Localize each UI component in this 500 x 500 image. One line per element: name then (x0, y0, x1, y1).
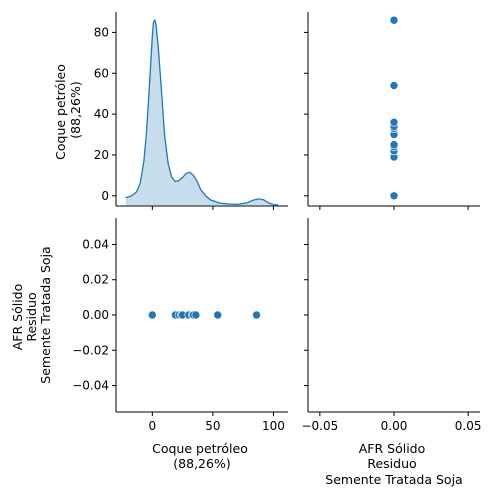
y-tick-label: −0.02 (72, 343, 109, 357)
scatter-point (389, 15, 399, 25)
y-tick-label: 0.02 (82, 273, 109, 287)
y-tick-label: 0.00 (82, 308, 109, 322)
y-axis-label-bottom-line-3: Semente Tratada Soja (38, 246, 53, 383)
scatter-point (148, 310, 157, 320)
scatter-point (389, 140, 399, 149)
scatter-point (389, 81, 399, 90)
y-tick-label: 0 (101, 189, 109, 203)
y-tick-label: 40 (94, 107, 109, 121)
x-tick-label: 0.00 (381, 419, 408, 433)
scatter-point (389, 191, 399, 201)
x-axis-label-right-line-3: Semente Tratada Soja (325, 472, 462, 487)
panel-kde-coque: 0 20 40 60 80 (94, 12, 288, 210)
x-tick-label: −0.05 (301, 419, 338, 433)
scatter-point (191, 310, 201, 320)
x-axis-label-left-line-1: Coque petróleo (152, 441, 248, 456)
y-tick-label: 20 (94, 148, 109, 162)
scatter-point (213, 310, 222, 320)
y-tick-label: 80 (94, 25, 109, 39)
kde-area (125, 20, 279, 207)
x-tick-label: 100 (262, 419, 285, 433)
x-tick-label: 0.05 (455, 419, 482, 433)
scatter-point (389, 118, 399, 127)
x-axis-label-right-line-2: Residuo (367, 456, 416, 471)
y-axis-label-top: Coque petróleo (88,26%) (53, 60, 83, 160)
x-axis-label-left: Coque petróleo (88,26%) (152, 441, 252, 471)
scatter-point (252, 310, 261, 320)
y-axis-label-bottom: AFR Sólido Residuo Semente Tratada Soja (10, 246, 53, 383)
panel-scatter-top-right (304, 12, 480, 210)
x-tick-label: 0 (149, 419, 157, 433)
y-axis-label-top-line-1: Coque petróleo (53, 64, 68, 160)
y-tick-label: −0.04 (72, 379, 109, 393)
y-axis-label-bottom-line-1: AFR Sólido (10, 284, 25, 351)
panel-empty-bottom-right: −0.05 0.00 0.05 (301, 218, 481, 433)
panel-scatter-bottom-left: 0 50 100 −0.04 −0.02 0.00 0.02 0.04 (72, 218, 288, 433)
x-axis-label-right-line-1: AFR Sólido (359, 441, 426, 456)
x-axis-label-right: AFR Sólido Residuo Semente Tratada Soja (325, 441, 462, 487)
y-tick-label: 60 (94, 66, 109, 80)
x-tick-label: 50 (205, 419, 220, 433)
y-axis-label-bottom-line-2: Residuo (24, 292, 39, 341)
kde-line (125, 18, 279, 206)
x-axis-label-left-line-2: (88,26%) (173, 456, 230, 471)
y-axis-label-top-line-2: (88,26%) (68, 81, 83, 138)
y-tick-label: 0.04 (82, 237, 109, 251)
